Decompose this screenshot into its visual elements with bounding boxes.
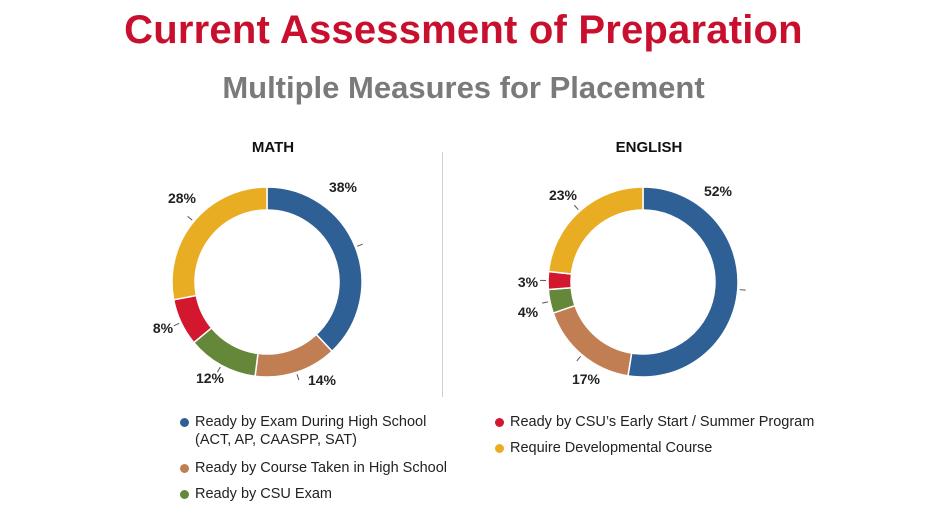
leader-line-english-2: [542, 301, 549, 304]
chart-title-math: MATH: [252, 139, 294, 156]
donut-slice-english-0: [627, 186, 739, 378]
legend-swatch-exam: [180, 418, 189, 427]
leader-line-math-4: [187, 215, 193, 221]
page-subtitle: Multiple Measures for Placement: [222, 70, 705, 105]
leader-line-english-4: [573, 204, 579, 211]
page-title: Current Assessment of Preparation: [124, 8, 803, 52]
legend-item-developmental: Require Developmental Course: [495, 439, 712, 457]
leader-line-math-3: [173, 322, 180, 327]
donut-slice-math-1: [254, 333, 334, 378]
chart-divider: [442, 152, 443, 397]
data-label-math-0: 38%: [329, 179, 358, 195]
legend-swatch-csu-exam: [180, 490, 189, 499]
data-label-math-1: 14%: [308, 372, 337, 388]
legend-item-early-start: Ready by CSU’s Early Start / Summer Prog…: [495, 413, 814, 431]
legend-swatch-developmental: [495, 444, 504, 453]
donut-slice-math-4: [171, 186, 268, 301]
data-label-math-4: 28%: [168, 190, 197, 206]
leader-line-math-2: [216, 366, 221, 373]
donut-slice-math-0: [266, 186, 363, 353]
legend-label-early-start: Ready by CSU’s Early Start / Summer Prog…: [510, 414, 815, 430]
legend-item-exam: Ready by Exam During High School (ACT, A…: [180, 413, 426, 449]
data-label-math-3: 8%: [153, 320, 174, 336]
legend-item-csu-exam: Ready by CSU Exam: [180, 485, 332, 503]
leader-line-math-1: [296, 374, 300, 381]
data-label-english-2: 4%: [518, 304, 539, 320]
leader-line-math-0: [357, 243, 363, 247]
legend-label-course: Ready by Course Taken in High School: [195, 460, 448, 476]
data-label-english-0: 52%: [704, 183, 733, 199]
chart-title-english: ENGLISH: [616, 139, 683, 156]
data-label-english-1: 17%: [572, 371, 601, 387]
leader-line-english-1: [576, 355, 582, 362]
legend-label-developmental: Require Developmental Course: [510, 440, 713, 456]
legend-label-exam: Ready by Exam During High School (ACT, A…: [195, 414, 427, 448]
legend-swatch-early-start: [495, 418, 504, 427]
donut-slice-english-4: [547, 186, 644, 275]
legend-item-course: Ready by Course Taken in High School: [180, 459, 447, 477]
data-label-math-2: 12%: [196, 370, 225, 386]
data-label-english-3: 3%: [518, 274, 539, 290]
legend-label-csu-exam: Ready by CSU Exam: [195, 486, 332, 502]
legend-swatch-course: [180, 464, 189, 473]
donut-slice-english-1: [552, 304, 633, 377]
data-label-english-4: 23%: [549, 187, 578, 203]
